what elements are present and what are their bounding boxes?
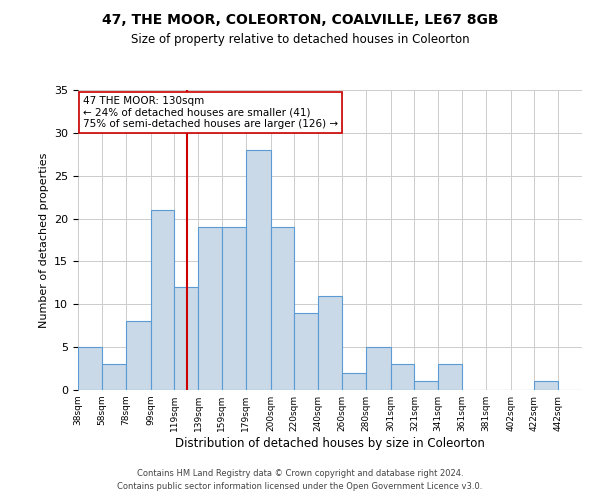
Y-axis label: Number of detached properties: Number of detached properties xyxy=(38,152,49,328)
Bar xyxy=(318,296,342,390)
Text: Contains HM Land Registry data © Crown copyright and database right 2024.: Contains HM Land Registry data © Crown c… xyxy=(137,468,463,477)
Bar xyxy=(415,382,438,390)
Bar xyxy=(342,373,365,390)
Text: Contains public sector information licensed under the Open Government Licence v3: Contains public sector information licen… xyxy=(118,482,482,491)
Bar xyxy=(222,227,245,390)
Bar xyxy=(174,287,198,390)
Bar xyxy=(365,347,391,390)
Bar xyxy=(78,347,102,390)
Bar xyxy=(535,382,558,390)
Bar xyxy=(198,227,222,390)
Bar xyxy=(391,364,415,390)
Bar xyxy=(102,364,125,390)
Text: 47, THE MOOR, COLEORTON, COALVILLE, LE67 8GB: 47, THE MOOR, COLEORTON, COALVILLE, LE67… xyxy=(102,12,498,26)
Bar xyxy=(125,322,151,390)
X-axis label: Distribution of detached houses by size in Coleorton: Distribution of detached houses by size … xyxy=(175,437,485,450)
Bar xyxy=(245,150,271,390)
Bar xyxy=(271,227,295,390)
Bar xyxy=(295,313,318,390)
Text: Size of property relative to detached houses in Coleorton: Size of property relative to detached ho… xyxy=(131,32,469,46)
Bar xyxy=(438,364,462,390)
Bar xyxy=(151,210,174,390)
Text: 47 THE MOOR: 130sqm
← 24% of detached houses are smaller (41)
75% of semi-detach: 47 THE MOOR: 130sqm ← 24% of detached ho… xyxy=(83,96,338,129)
